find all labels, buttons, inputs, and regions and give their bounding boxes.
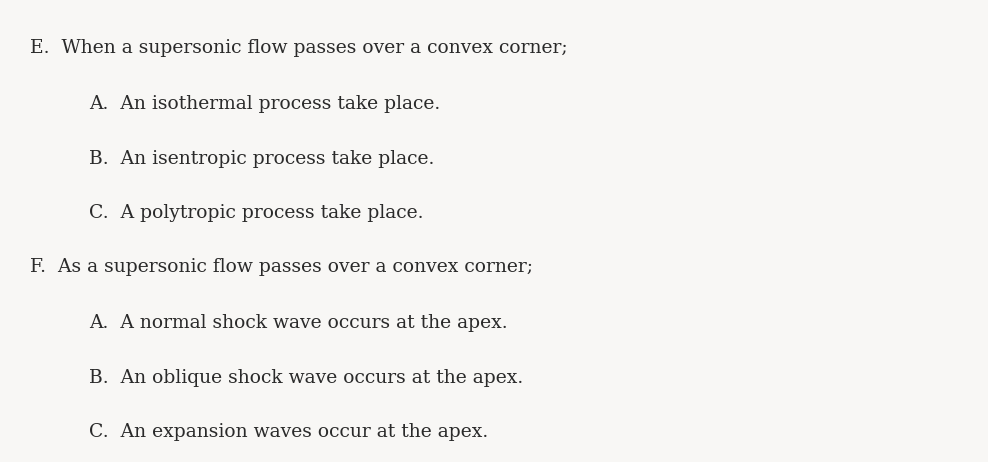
Text: A.  A normal shock wave occurs at the apex.: A. A normal shock wave occurs at the ape…: [89, 315, 508, 332]
Text: C.  An expansion waves occur at the apex.: C. An expansion waves occur at the apex.: [89, 423, 488, 441]
Text: E.  When a supersonic flow passes over a convex corner;: E. When a supersonic flow passes over a …: [30, 39, 567, 57]
Text: A.  An isothermal process take place.: A. An isothermal process take place.: [89, 96, 441, 114]
Text: C.  A polytropic process take place.: C. A polytropic process take place.: [89, 204, 424, 222]
Text: B.  An isentropic process take place.: B. An isentropic process take place.: [89, 150, 435, 168]
Text: F.  As a supersonic flow passes over a convex corner;: F. As a supersonic flow passes over a co…: [30, 258, 533, 276]
Text: B.  An oblique shock wave occurs at the apex.: B. An oblique shock wave occurs at the a…: [89, 369, 524, 387]
